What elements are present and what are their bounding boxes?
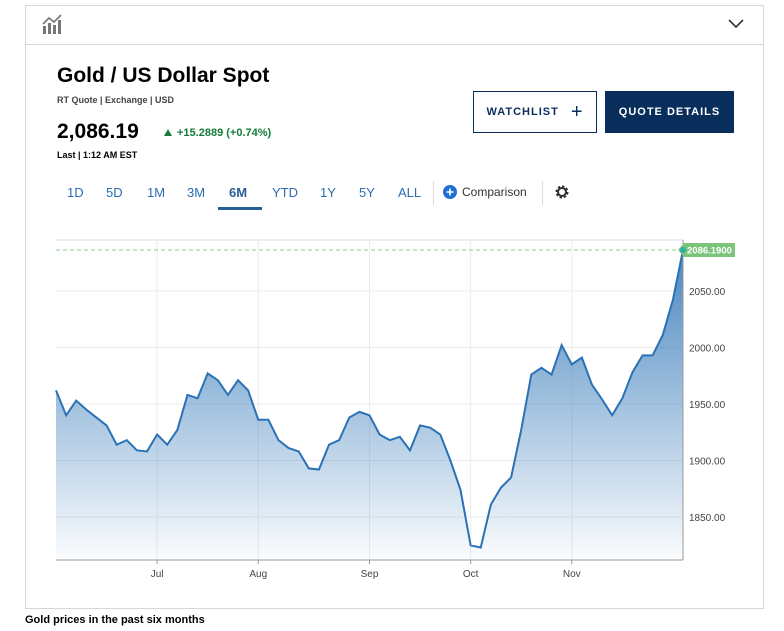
divider <box>542 181 543 205</box>
price: 2,086.19 <box>57 120 139 143</box>
time-range-tab[interactable]: 5Y <box>359 185 375 200</box>
y-tick-label: 1850.00 <box>689 513 726 524</box>
watchlist-label: WATCHLIST <box>486 106 559 118</box>
time-range-tab[interactable]: YTD <box>272 185 298 200</box>
chart: 1850.00 1900.00 1950.00 2000.00 2050.00 Jul Au… <box>55 239 735 580</box>
comparison-button[interactable]: Comparison <box>462 185 527 199</box>
top-bar <box>25 5 764 45</box>
active-tab-underline <box>218 207 262 210</box>
x-tick-label: Oct <box>463 569 479 580</box>
last-price-tag <box>678 242 735 257</box>
plus-icon: + <box>570 100 584 123</box>
time-range-tab[interactable]: 6M <box>229 185 248 200</box>
divider <box>433 181 434 205</box>
title: Gold / US Dollar Spot <box>57 64 270 87</box>
caption: Gold prices in the past six months <box>25 614 205 626</box>
comparison-icon[interactable] <box>443 185 457 199</box>
area-fill <box>56 249 683 560</box>
x-tick-label: Aug <box>249 569 267 580</box>
y-tick-label: 2000.00 <box>689 343 726 354</box>
x-tick-label: Nov <box>563 569 581 580</box>
quote-details-button[interactable]: QUOTE DETAILS <box>605 91 734 133</box>
y-tick-label: 2050.00 <box>689 287 726 298</box>
collapse-chevron[interactable] <box>727 17 745 31</box>
x-tick-label: Jul <box>151 569 164 580</box>
chart-icon[interactable] <box>41 13 63 35</box>
price-change: +15.2889 (+0.74%) <box>177 127 272 139</box>
time-range-tab[interactable]: 3M <box>187 185 206 200</box>
y-tick-label: 1900.00 <box>689 456 726 467</box>
time-range-tab[interactable]: 1M <box>147 185 166 200</box>
last-price-label: 2086.1900 <box>687 245 732 256</box>
x-tick-label: Sep <box>361 569 379 580</box>
subtitle: RT Quote | Exchange | USD <box>57 95 175 105</box>
time-range-tab[interactable]: 1Y <box>320 185 336 200</box>
widget-frame <box>25 5 764 609</box>
time-range-tab[interactable]: 1D <box>67 185 84 200</box>
time-range-tab[interactable]: ALL <box>398 185 422 200</box>
last-point <box>680 246 686 253</box>
up-arrow <box>164 129 172 136</box>
last-time: Last | 1:12 AM EST <box>57 150 138 160</box>
watchlist-button[interactable]: WATCHLIST + <box>473 91 597 133</box>
time-range-tab[interactable]: 5D <box>106 185 123 200</box>
settings-icon[interactable] <box>554 184 570 200</box>
price-line <box>55 249 684 549</box>
y-tick-label: 1950.00 <box>689 400 726 411</box>
